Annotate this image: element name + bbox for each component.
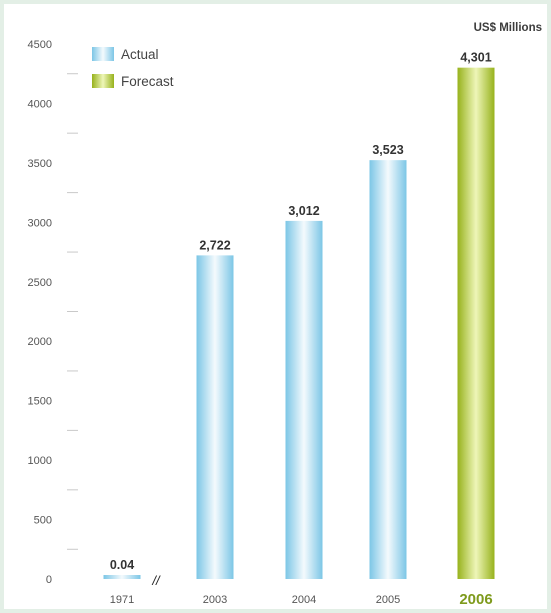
y-tick-label: 4000 <box>28 98 52 110</box>
axis-break-mark: // <box>151 573 161 588</box>
bar-chart: US$ Millions Actual Forecast 0 500 1000 1500… <box>28 22 542 608</box>
x-tick-label-2003: 2003 <box>203 594 227 606</box>
y-axis: 0 500 1000 1500 2000 2500 3000 3500 4000 4500 <box>28 39 78 586</box>
data-label-1971: 0.04 <box>110 558 134 572</box>
x-tick-label-2005: 2005 <box>376 594 400 606</box>
y-tick-label: 500 <box>34 515 52 527</box>
legend: Actual Forecast <box>92 47 174 89</box>
x-tick-label-2004: 2004 <box>292 594 316 606</box>
y-tick-label: 2500 <box>28 277 52 289</box>
y-tick-label: 3500 <box>28 158 52 170</box>
legend-label-actual: Actual <box>121 47 159 62</box>
legend-swatch-forecast <box>92 74 114 88</box>
y-tick-label: 4500 <box>28 39 52 51</box>
unit-label: US$ Millions <box>474 22 542 34</box>
chart-container: US$ Millions Actual Forecast 0 500 1000 1500… <box>4 4 547 609</box>
x-tick-label-2006: 2006 <box>459 591 492 608</box>
y-tick-label: 0 <box>46 574 52 586</box>
data-label-2005: 3,523 <box>372 143 403 157</box>
legend-item-actual: Actual <box>92 47 159 62</box>
bar-2006 <box>457 67 495 580</box>
y-tick-label: 3000 <box>28 217 52 229</box>
bar-2003 <box>196 255 234 579</box>
data-label-2004: 3,012 <box>288 204 319 218</box>
y-tick-label: 1500 <box>28 396 52 408</box>
bars: 0.04 1971 // 2,722 2003 3,012 2004 3,523 2005 4,3… <box>103 51 495 608</box>
bar-2004 <box>285 220 323 579</box>
data-label-2006: 4,301 <box>460 51 491 65</box>
bar-1971 <box>103 575 141 579</box>
legend-label-forecast: Forecast <box>121 74 174 89</box>
data-label-2003: 2,722 <box>199 238 230 252</box>
y-tick-label: 2000 <box>28 336 52 348</box>
x-tick-label-1971: 1971 <box>110 594 134 606</box>
legend-swatch-actual <box>92 47 114 61</box>
bar-2005 <box>369 160 407 579</box>
y-tick-label: 1000 <box>28 455 52 467</box>
legend-item-forecast: Forecast <box>92 74 174 89</box>
